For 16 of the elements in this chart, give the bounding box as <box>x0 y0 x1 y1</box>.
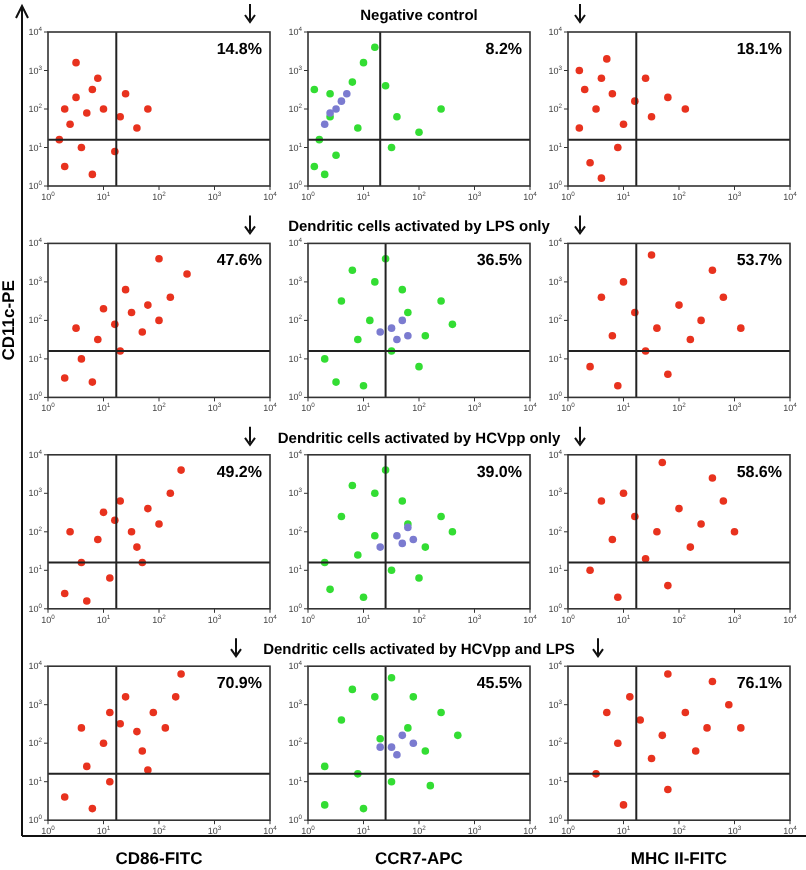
annotation: 70.9% <box>216 674 262 693</box>
annotation: 47.6% <box>216 251 262 270</box>
annotation: 8.2% <box>485 40 522 58</box>
annotation: 14.8% <box>216 40 262 58</box>
annotation: 39.0% <box>476 462 522 481</box>
annotation: 18.1% <box>736 40 782 58</box>
x-axis-title: CCR7-APC <box>375 848 463 869</box>
y-axis-title: CD11c-PE <box>0 279 18 361</box>
x-axis-title: MHC II-FITC <box>630 848 728 869</box>
annotation: 53.7% <box>736 251 782 270</box>
x-axis-title: CD86-FITC <box>115 848 203 869</box>
annotation: 76.1% <box>736 674 782 693</box>
annotation: 49.2% <box>216 462 262 481</box>
annotation: 36.5% <box>476 251 522 270</box>
annotation: 45.5% <box>476 674 522 693</box>
annotation: 58.6% <box>736 462 782 481</box>
